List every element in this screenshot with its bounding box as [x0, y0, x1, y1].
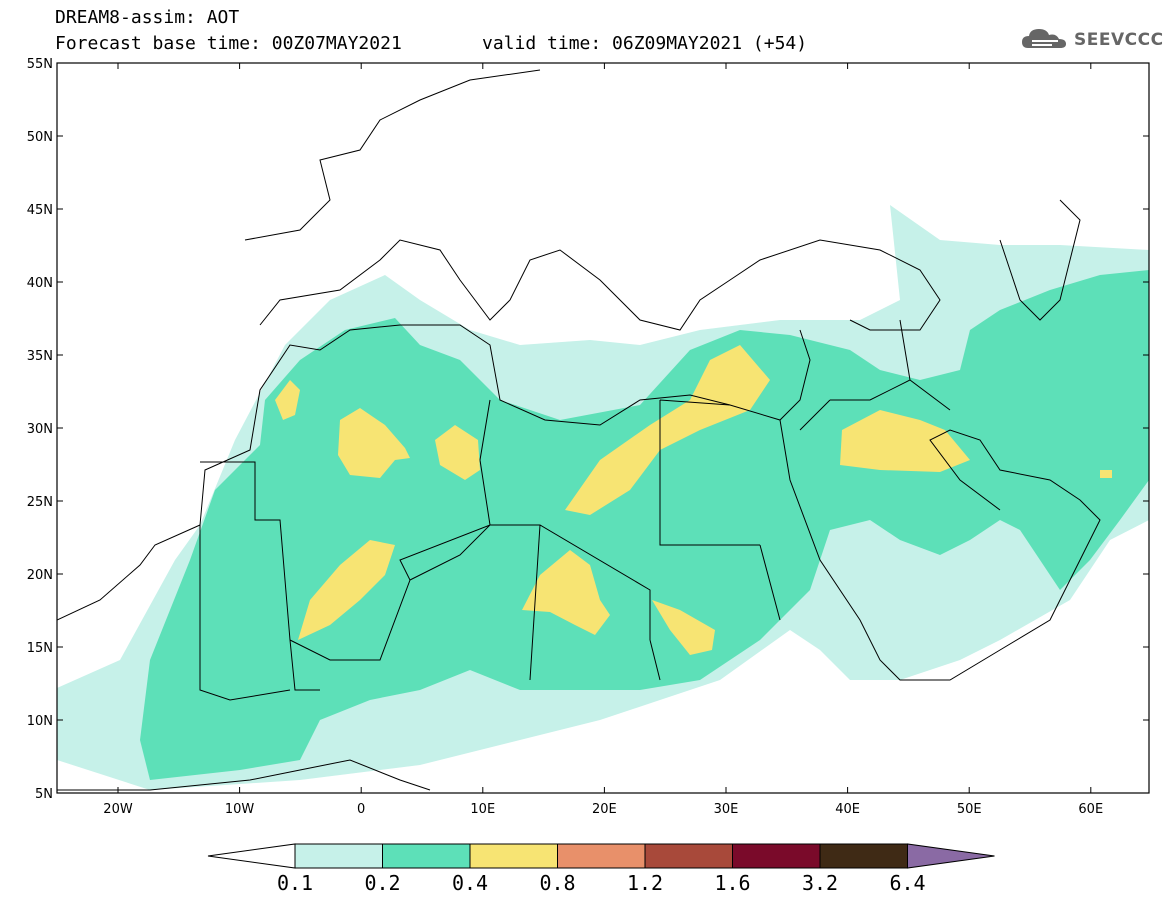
lon-label: 40E	[835, 802, 860, 817]
colorbar-bin	[732, 843, 821, 869]
logo-text: SEEVCCC	[1074, 30, 1164, 50]
valid-time: valid time: 06Z09MAY2021 (+54)	[482, 33, 808, 54]
colorbar-label: 0.1	[277, 871, 313, 895]
lat-label: 50N	[27, 130, 53, 145]
lon-label: 60E	[1078, 802, 1103, 817]
caspian-coastline	[999, 199, 1081, 321]
lat-label: 30N	[27, 422, 53, 437]
colorbar-over-arrow	[907, 843, 995, 869]
aot-band-0.4-oman	[1100, 470, 1112, 478]
aot-band-0.4-algeria	[338, 408, 410, 478]
europe-coastline	[244, 69, 941, 331]
aot-band-0.4-libya-west	[435, 425, 480, 480]
colorbar-label: 0.8	[539, 871, 575, 895]
lon-label: 20W	[103, 802, 133, 817]
aot-band-0.4-iraq	[840, 410, 970, 472]
aot-band-0.4-mali	[298, 540, 395, 640]
colorbar-label: 3.2	[802, 871, 838, 895]
seevccc-logo: SEEVCCC	[1020, 26, 1164, 54]
lon-label: 0	[357, 802, 365, 817]
lon-label: 10W	[225, 802, 255, 817]
colorbar-label: 1.2	[627, 871, 663, 895]
colorbar-label: 1.6	[714, 871, 750, 895]
aot-band-0.4-sudan	[652, 600, 715, 655]
latitude-axis: 55N 50N 45N 40N 35N 30N 25N 20N 15N 10N 5N	[27, 57, 1149, 802]
lat-label: 15N	[27, 641, 53, 656]
colorbar-bin	[557, 843, 646, 869]
coastlines	[57, 69, 1101, 791]
colorbar-bin	[819, 843, 908, 869]
africa-coastline	[57, 324, 1101, 791]
lat-label: 25N	[27, 495, 53, 510]
colorbar-label: 6.4	[889, 871, 925, 895]
colorbar-under-arrow	[207, 843, 296, 869]
aot-contours	[57, 205, 1149, 790]
lat-label: 40N	[27, 276, 53, 291]
lat-label: 55N	[27, 57, 53, 72]
longitude-axis: 20W 10W 0 10E 20E 30E 40E 50E 60E	[103, 63, 1103, 817]
country-borders	[199, 319, 951, 701]
lon-label: 10E	[470, 802, 495, 817]
lat-label: 5N	[35, 787, 53, 802]
aot-band-0.4-chad	[522, 550, 610, 635]
colorbar-bin	[469, 843, 558, 869]
lat-label: 20N	[27, 568, 53, 583]
colorbar-label: 0.4	[452, 871, 488, 895]
lon-label: 30E	[714, 802, 739, 817]
map-title: DREAM8-assim: AOT	[55, 7, 240, 28]
colorbar-bin	[294, 843, 383, 869]
colorbar-label: 0.2	[364, 871, 400, 895]
aot-band-0.4-morocco	[275, 380, 300, 420]
lat-label: 35N	[27, 349, 53, 364]
colorbar: 0.1 0.2 0.4 0.8 1.2 1.6 3.2 6.4	[207, 843, 995, 895]
lon-label: 20E	[592, 802, 617, 817]
colorbar-bin	[382, 843, 471, 869]
forecast-base-time: Forecast base time: 00Z07MAY2021	[55, 33, 402, 54]
cloud-logo-icon	[1022, 29, 1066, 48]
lon-label: 50E	[957, 802, 982, 817]
lat-label: 45N	[27, 203, 53, 218]
lat-label: 10N	[27, 714, 53, 729]
aot-band-0.2	[140, 270, 1149, 780]
aot-band-0.4-libya-egypt	[565, 345, 770, 515]
colorbar-bin	[644, 843, 733, 869]
